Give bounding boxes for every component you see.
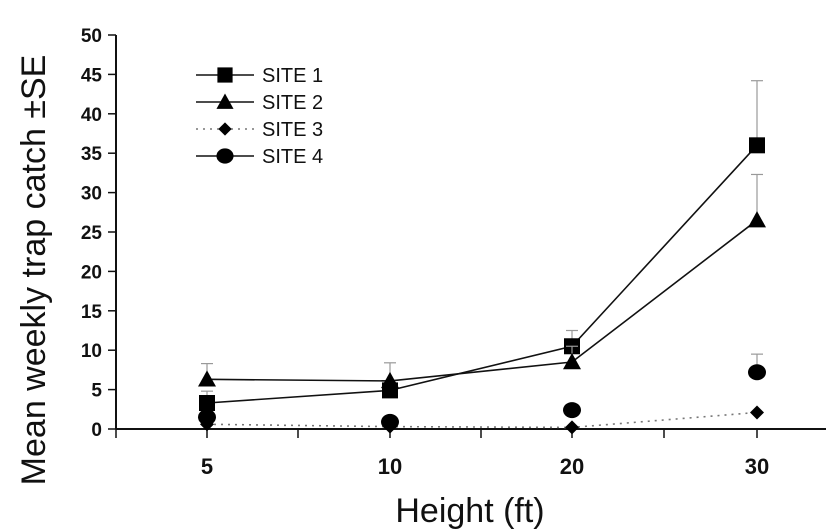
x-tick-label: 5 xyxy=(201,454,213,479)
data-point xyxy=(749,137,765,154)
x-tick-label: 10 xyxy=(378,454,402,479)
data-point xyxy=(748,364,766,381)
legend: SITE 1 SITE 2 SITE 3 SITE 4 xyxy=(196,65,323,168)
legend-label: SITE 2 xyxy=(262,92,323,114)
series-line xyxy=(206,144,758,404)
data-point xyxy=(381,371,399,389)
y-tick-label: 30 xyxy=(81,184,102,205)
data-point xyxy=(381,413,399,430)
series-site-2 xyxy=(198,173,766,389)
legend-marker xyxy=(218,122,232,136)
series-site-3 xyxy=(200,405,764,435)
x-axis-title: Height (ft) xyxy=(395,492,544,530)
y-axis-title: Mean weekly trap catch ±SE xyxy=(15,55,53,486)
x-tick-label: 20 xyxy=(560,454,584,479)
legend-marker xyxy=(216,93,234,109)
y-tick-label: 50 xyxy=(81,26,102,47)
x-tick-label: 30 xyxy=(745,454,769,479)
series-layer xyxy=(198,80,766,435)
data-point xyxy=(565,420,579,435)
legend-marker xyxy=(216,148,234,164)
y-tick-label: 25 xyxy=(81,223,103,244)
data-point xyxy=(563,353,581,370)
axes: 0 5 10 15 20 25 30 35 40 45 50 5 10 20 30 xyxy=(81,26,826,479)
legend-label: SITE 3 xyxy=(262,119,323,141)
y-tick-label: 10 xyxy=(81,341,102,362)
series-line xyxy=(206,219,758,382)
y-tick-label: 40 xyxy=(81,105,102,126)
legend-label: SITE 4 xyxy=(262,146,323,168)
y-tick-label: 20 xyxy=(81,262,102,283)
y-tick-label: 0 xyxy=(91,420,102,441)
data-point xyxy=(563,402,581,419)
series-line xyxy=(206,411,758,429)
legend-label: SITE 1 xyxy=(262,65,323,87)
data-point xyxy=(198,370,216,387)
data-point xyxy=(748,211,766,228)
y-tick-label: 15 xyxy=(81,302,103,323)
data-point xyxy=(198,409,216,426)
y-tick-label: 35 xyxy=(81,144,103,165)
y-tick-label: 5 xyxy=(91,381,102,402)
y-tick-label: 45 xyxy=(81,65,103,86)
legend-marker xyxy=(217,67,233,83)
data-point xyxy=(750,405,764,420)
series-site-4 xyxy=(198,353,766,430)
data-point xyxy=(199,394,215,411)
